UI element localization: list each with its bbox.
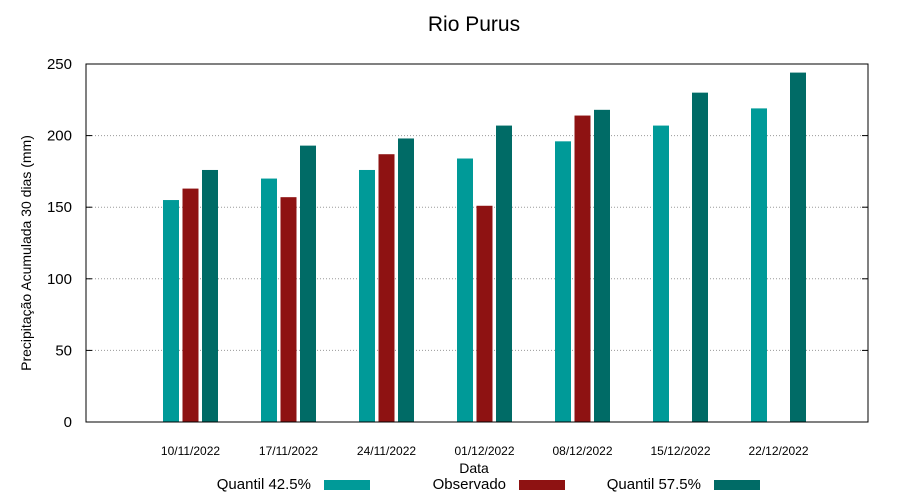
y-tick-label: 100 (47, 271, 72, 288)
y-tick-label: 0 (64, 414, 72, 431)
x-axis: 10/11/2022 17/11/2022 24/11/2022 01/12/2022… (161, 444, 809, 458)
plot-frame (85, 63, 869, 423)
y-tick-label: 50 (55, 342, 72, 359)
bar-quantil-42-5 (163, 200, 179, 422)
bar-observado (574, 115, 591, 422)
legend-swatch (714, 480, 760, 490)
x-tick-label: 17/11/2022 (259, 444, 318, 458)
legend-label: Quantil 42.5% (217, 476, 311, 493)
bar-quantil-42-5 (359, 169, 375, 422)
y-axis: 0 50 100 150 200 250 (47, 56, 868, 431)
x-tick-label: 24/11/2022 (357, 444, 416, 458)
bar-quantil-57-5 (398, 138, 414, 423)
bar-quantil-57-5 (692, 92, 708, 422)
y-tick-label: 150 (47, 199, 72, 216)
bars (163, 72, 806, 423)
bar-quantil-57-5 (300, 145, 316, 422)
bar-quantil-57-5 (790, 72, 806, 422)
y-axis-label: Precipitação Acumulada 30 dias (mm) (18, 135, 34, 371)
x-tick-label: 10/11/2022 (161, 444, 220, 458)
bar-quantil-42-5 (653, 125, 669, 423)
bar-quantil-42-5 (555, 141, 571, 422)
chart-title: Rio Purus (428, 13, 520, 36)
x-tick-label: 15/12/2022 (650, 444, 710, 458)
legend-label: Quantil 57.5% (607, 476, 701, 493)
bar-quantil-57-5 (496, 125, 512, 423)
bar-observado (280, 197, 297, 422)
legend: Quantil 42.5% Observado Quantil 57.5% (217, 476, 760, 493)
x-tick-label: 01/12/2022 (454, 444, 514, 458)
bar-quantil-42-5 (751, 108, 767, 422)
legend-swatch (324, 480, 370, 490)
y-tick-label: 250 (47, 56, 72, 73)
bar-quantil-57-5 (594, 109, 610, 422)
x-tick-label: 22/12/2022 (748, 444, 808, 458)
bar-quantil-42-5 (261, 178, 277, 422)
legend-swatch (519, 480, 565, 490)
bar-quantil-42-5 (457, 158, 473, 422)
y-tick-label: 200 (47, 128, 72, 145)
bar-observado (476, 205, 493, 422)
bar-quantil-57-5 (202, 169, 218, 422)
bar-observado (378, 154, 395, 422)
legend-label: Observado (433, 476, 506, 493)
x-axis-label: Data (459, 460, 489, 476)
x-tick-label: 08/12/2022 (552, 444, 612, 458)
bar-observado (182, 188, 199, 422)
